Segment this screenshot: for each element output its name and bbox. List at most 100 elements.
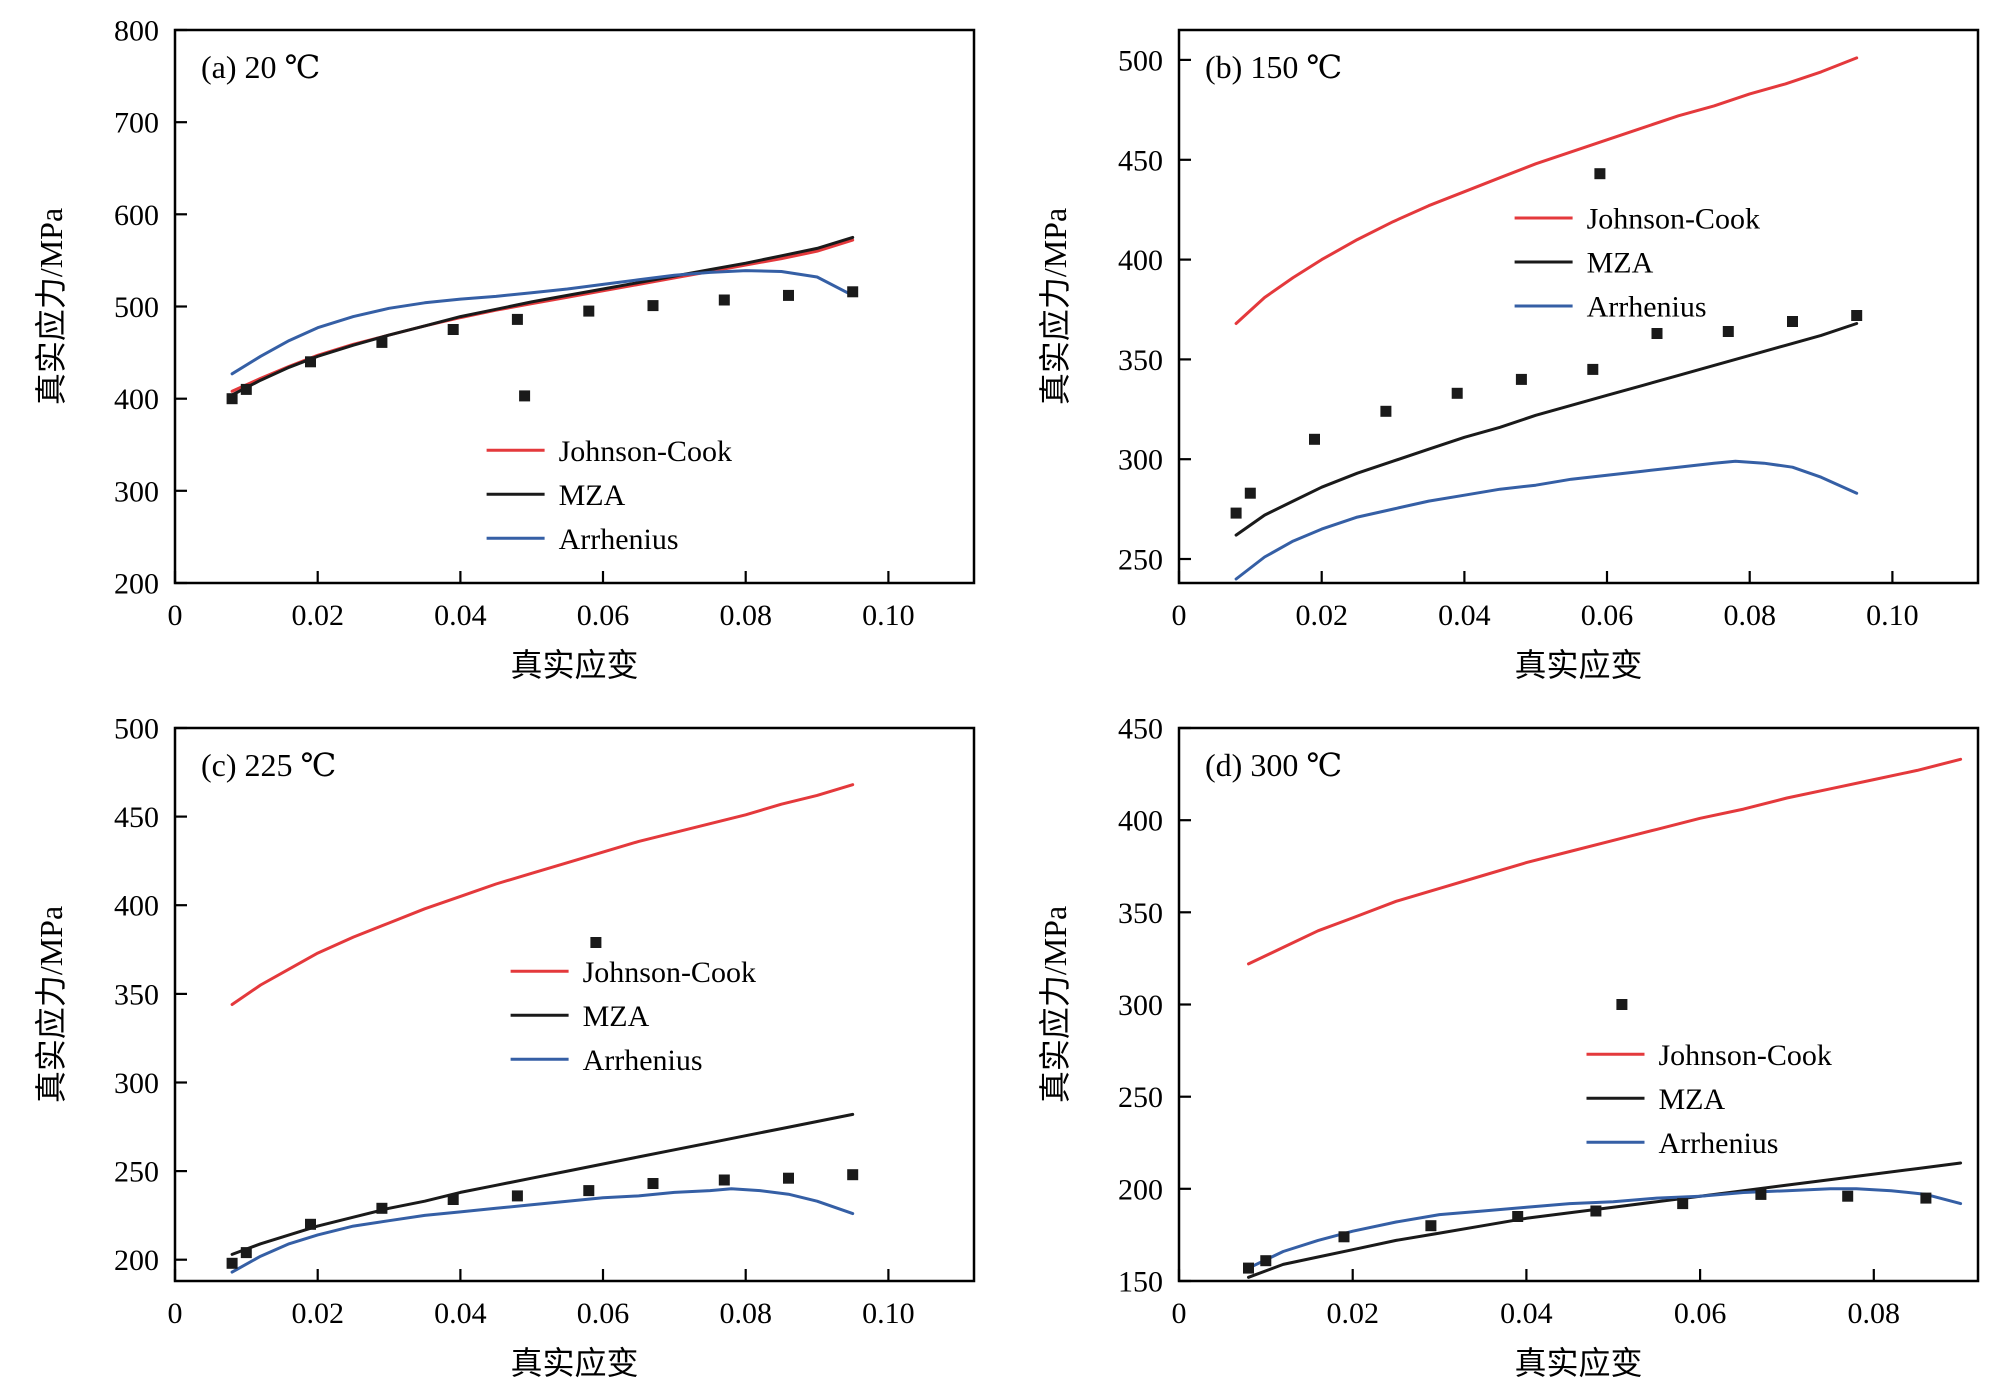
series-johnson-cook-line [1234, 56, 1859, 325]
scatter-point [783, 1172, 794, 1184]
y-tick-label: 350 [1118, 344, 1163, 377]
y-tick-label: 450 [114, 801, 159, 834]
y-tick-label: 450 [1118, 713, 1163, 746]
legend: Johnson-Cook MZA Arrhenius [486, 435, 732, 556]
scatter-point [1842, 1190, 1854, 1202]
legend: Johnson-Cook MZA Arrhenius [1514, 203, 1760, 324]
series-arrhenius-line [230, 1187, 855, 1274]
legend: Johnson-Cook MZA Arrhenius [1586, 1039, 1832, 1160]
chart-panel-c: 0 0.02 0.04 0.06 0.08 0.10 200 250 300 350 400 450 5… [0, 698, 1004, 1397]
series-mza-line [230, 1112, 855, 1256]
x-tick-label: 0.04 [1500, 1297, 1553, 1330]
y-tick-label: 500 [114, 291, 159, 324]
scatter-point [1920, 1192, 1932, 1204]
legend-label: MZA [1587, 247, 1654, 280]
x-tick-label: 0.06 [577, 1297, 630, 1330]
legend-item: MZA [1514, 247, 1654, 280]
scatter-point [583, 305, 595, 317]
scatter-point [447, 324, 459, 335]
y-tick-label: 500 [114, 713, 159, 746]
y-axis-title: 真实应力/MPa [33, 906, 69, 1103]
legend-item: MZA [1586, 1083, 1726, 1116]
y-tick-label: 700 [114, 107, 159, 140]
scatter-point [519, 390, 531, 402]
series-johnson-cook-line [230, 238, 855, 393]
scatter-point [1677, 1198, 1689, 1210]
y-tick-label: 250 [114, 1156, 159, 1189]
y-tick-label: 300 [1118, 444, 1163, 477]
y-tick-label: 400 [1118, 244, 1163, 277]
legend-label: MZA [1659, 1083, 1726, 1116]
series-mza-line [1234, 322, 1859, 537]
y-tick-label: 400 [114, 383, 159, 416]
scatter-point [1515, 373, 1527, 385]
x-tick-label: 0.08 [1848, 1297, 1901, 1330]
x-tick-label: 0.04 [434, 1297, 487, 1330]
y-tick-label: 400 [114, 890, 159, 923]
series-arrhenius-line [230, 269, 855, 376]
scatter-point [1260, 1255, 1272, 1267]
legend-label: Arrhenius [1659, 1127, 1779, 1160]
scatter-point [1851, 310, 1863, 321]
x-tick-label: 0.08 [719, 599, 772, 632]
scatter-point [1425, 1220, 1437, 1232]
x-tick-label: 0.08 [1723, 599, 1776, 632]
series-mza-line [230, 235, 855, 397]
scatter-point [647, 300, 659, 312]
scatter-point [1755, 1188, 1767, 1200]
x-tick-label: 0.02 [291, 599, 344, 632]
chart: 0 0.02 0.04 0.06 0.08 0.10 200 300 400 500 600 700 8… [33, 15, 976, 683]
x-tick-label: 0 [1172, 599, 1187, 632]
scatter-point [1787, 316, 1798, 327]
legend-item: Johnson-Cook [1514, 203, 1760, 236]
x-tick-label: 0.02 [1326, 1297, 1379, 1330]
y-tick-label: 500 [1118, 44, 1163, 77]
scatter-point [376, 1202, 388, 1214]
scatter-point [1722, 326, 1734, 337]
series-mza-line [1247, 1161, 1963, 1279]
y-tick-label: 300 [1118, 989, 1163, 1022]
legend-item: MZA [510, 1000, 650, 1033]
scatter-point [511, 1190, 523, 1202]
scatter-point [1512, 1211, 1524, 1222]
scatter-point [1243, 1262, 1254, 1274]
scatter-point [1380, 405, 1392, 417]
panel-label: (a) 20 ℃ [201, 49, 320, 85]
y-tick-label: 450 [1118, 144, 1163, 177]
scatter-point [240, 1247, 252, 1259]
scatter-point [226, 393, 238, 405]
legend-label: Arrhenius [559, 523, 679, 556]
x-tick-label: 0.08 [719, 1297, 772, 1330]
panel-label: (d) 300 ℃ [1205, 747, 1342, 783]
chart-panel-a: 0 0.02 0.04 0.06 0.08 0.10 200 300 400 500 600 700 8… [0, 0, 1004, 698]
chart: 0 0.02 0.04 0.06 0.08 150 200 250 300 350 400 450 (d… [1037, 713, 1980, 1381]
scatter-point [847, 1169, 859, 1181]
legend-item: Johnson-Cook [486, 435, 732, 468]
legend-label: Arrhenius [1587, 291, 1707, 324]
chart-panel-b: 0 0.02 0.04 0.06 0.08 0.10 250 300 350 400 450 500 (… [1004, 0, 2008, 698]
y-tick-label: 600 [114, 199, 159, 232]
panel-label: (c) 225 ℃ [201, 747, 336, 783]
scatter-point [376, 336, 388, 348]
legend-label: MZA [559, 479, 626, 512]
chart: 0 0.02 0.04 0.06 0.08 0.10 200 250 300 350 400 450 5… [33, 713, 976, 1381]
y-tick-label: 800 [114, 15, 159, 48]
scatter-point [647, 1178, 659, 1189]
legend-item: Johnson-Cook [510, 956, 756, 989]
scatter-point [1338, 1231, 1350, 1243]
scatter-point [718, 294, 730, 306]
y-tick-label: 200 [1118, 1173, 1163, 1206]
x-tick-label: 0.02 [1295, 599, 1348, 632]
x-tick-label: 0.06 [577, 599, 630, 632]
legend-label: Johnson-Cook [583, 956, 756, 989]
x-tick-label: 0.06 [1581, 599, 1634, 632]
y-tick-label: 400 [1118, 805, 1163, 838]
x-axis-title: 真实应变 [1514, 1345, 1642, 1381]
x-tick-label: 0.10 [862, 599, 915, 632]
y-axis-title: 真实应力/MPa [1037, 906, 1073, 1103]
scatter-point [1587, 363, 1599, 375]
scatter-point [1309, 433, 1320, 445]
legend-item: Arrhenius [1514, 291, 1707, 324]
scatter-point [447, 1194, 459, 1205]
